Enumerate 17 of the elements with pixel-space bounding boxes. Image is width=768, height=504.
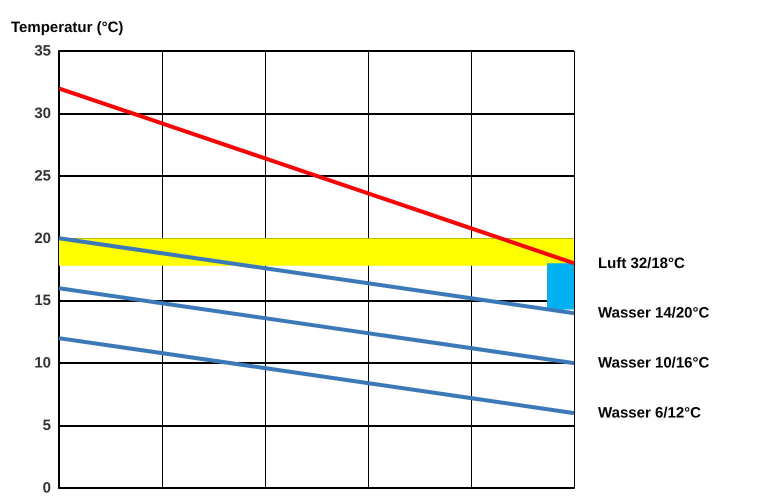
y-tick-label: 5 xyxy=(42,417,51,434)
y-tick-label: 10 xyxy=(34,354,51,372)
y-tick-label: 30 xyxy=(34,104,51,122)
y-tick-label: 0 xyxy=(42,480,51,496)
y-tick-label: 35 xyxy=(34,42,51,60)
y-axis-title: Temperatur (°C) xyxy=(11,19,124,36)
y-tick-label: 25 xyxy=(34,167,51,184)
series-label: Wasser 6/12°C xyxy=(598,404,702,422)
y-tick-label: 15 xyxy=(34,292,51,310)
series-label: Wasser 14/20°C xyxy=(598,304,710,322)
line-series xyxy=(57,236,576,316)
line-series xyxy=(57,86,576,266)
series-label: Luft 32/18°C xyxy=(598,254,686,272)
line-series xyxy=(57,286,576,366)
line-series xyxy=(57,336,576,416)
series-label: Wasser 10/16°C xyxy=(598,354,710,372)
y-tick-label: 20 xyxy=(34,230,51,247)
